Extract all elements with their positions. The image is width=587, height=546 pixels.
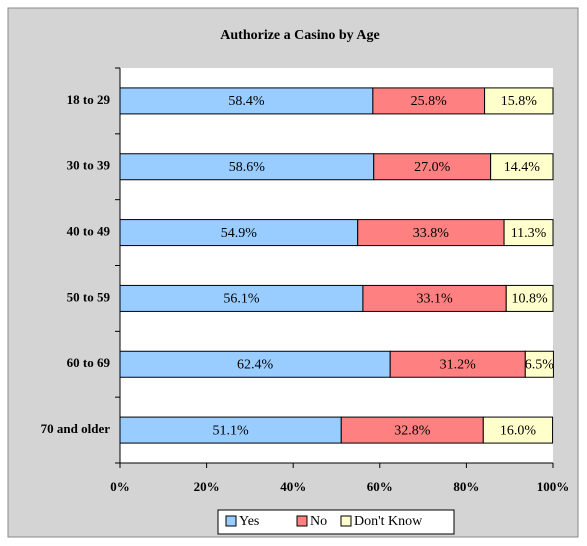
data-label: 62.4% xyxy=(237,357,274,372)
data-label: 58.6% xyxy=(229,160,266,175)
y-tick-label: 40 to 49 xyxy=(67,224,111,239)
data-label: 31.2% xyxy=(440,357,477,372)
data-label: 51.1% xyxy=(213,423,250,438)
bar-segment xyxy=(482,416,554,444)
bar-segment xyxy=(505,284,554,312)
bar-segment xyxy=(490,153,554,181)
y-tick-label: 30 to 39 xyxy=(67,158,111,173)
x-tick-label: 40% xyxy=(280,479,306,494)
x-tick-label: 60% xyxy=(367,479,393,494)
legend-swatch xyxy=(225,515,237,527)
bar-segment xyxy=(389,350,526,378)
bar-segment xyxy=(357,219,505,247)
legend-label: Don't Know xyxy=(354,514,423,529)
legend xyxy=(217,509,455,535)
x-tick-label: 20% xyxy=(194,479,220,494)
y-tick-label: 60 to 69 xyxy=(67,355,111,370)
data-label: 25.8% xyxy=(411,94,448,109)
bar-segment xyxy=(503,219,554,247)
data-label: 33.1% xyxy=(416,292,453,307)
data-label: 56.1% xyxy=(223,292,260,307)
y-tick-label: 70 and older xyxy=(41,421,111,436)
bar-segment xyxy=(373,153,492,181)
data-label: 16.0% xyxy=(500,423,537,438)
bar-segment xyxy=(119,284,364,312)
y-tick-label: 50 to 59 xyxy=(67,289,111,304)
y-tick-label: 18 to 29 xyxy=(67,92,111,107)
bar-segment xyxy=(340,416,484,444)
chart-title: Authorize a Casino by Age xyxy=(220,28,379,43)
bar-segment xyxy=(119,87,374,115)
legend-swatch xyxy=(296,515,308,527)
bar-segment xyxy=(362,284,507,312)
data-label: 6.5% xyxy=(525,357,555,372)
legend-label: Yes xyxy=(239,514,259,529)
data-label: 10.8% xyxy=(512,292,549,307)
legend-label: No xyxy=(310,514,327,529)
data-label: 33.8% xyxy=(413,226,450,241)
bar-segment xyxy=(524,350,554,378)
data-label: 58.4% xyxy=(228,94,265,109)
plot-area xyxy=(120,68,553,463)
data-label: 14.4% xyxy=(504,160,541,175)
data-label: 11.3% xyxy=(511,226,547,241)
legend-swatch xyxy=(340,515,352,527)
x-tick-label: 80% xyxy=(453,479,479,494)
data-label: 54.9% xyxy=(221,226,258,241)
data-label: 27.0% xyxy=(414,160,451,175)
data-label: 15.8% xyxy=(501,94,538,109)
data-label: 32.8% xyxy=(394,423,431,438)
bar-segment xyxy=(484,87,554,115)
x-tick-label: 100% xyxy=(537,479,570,494)
x-tick-label: 0% xyxy=(110,479,130,494)
